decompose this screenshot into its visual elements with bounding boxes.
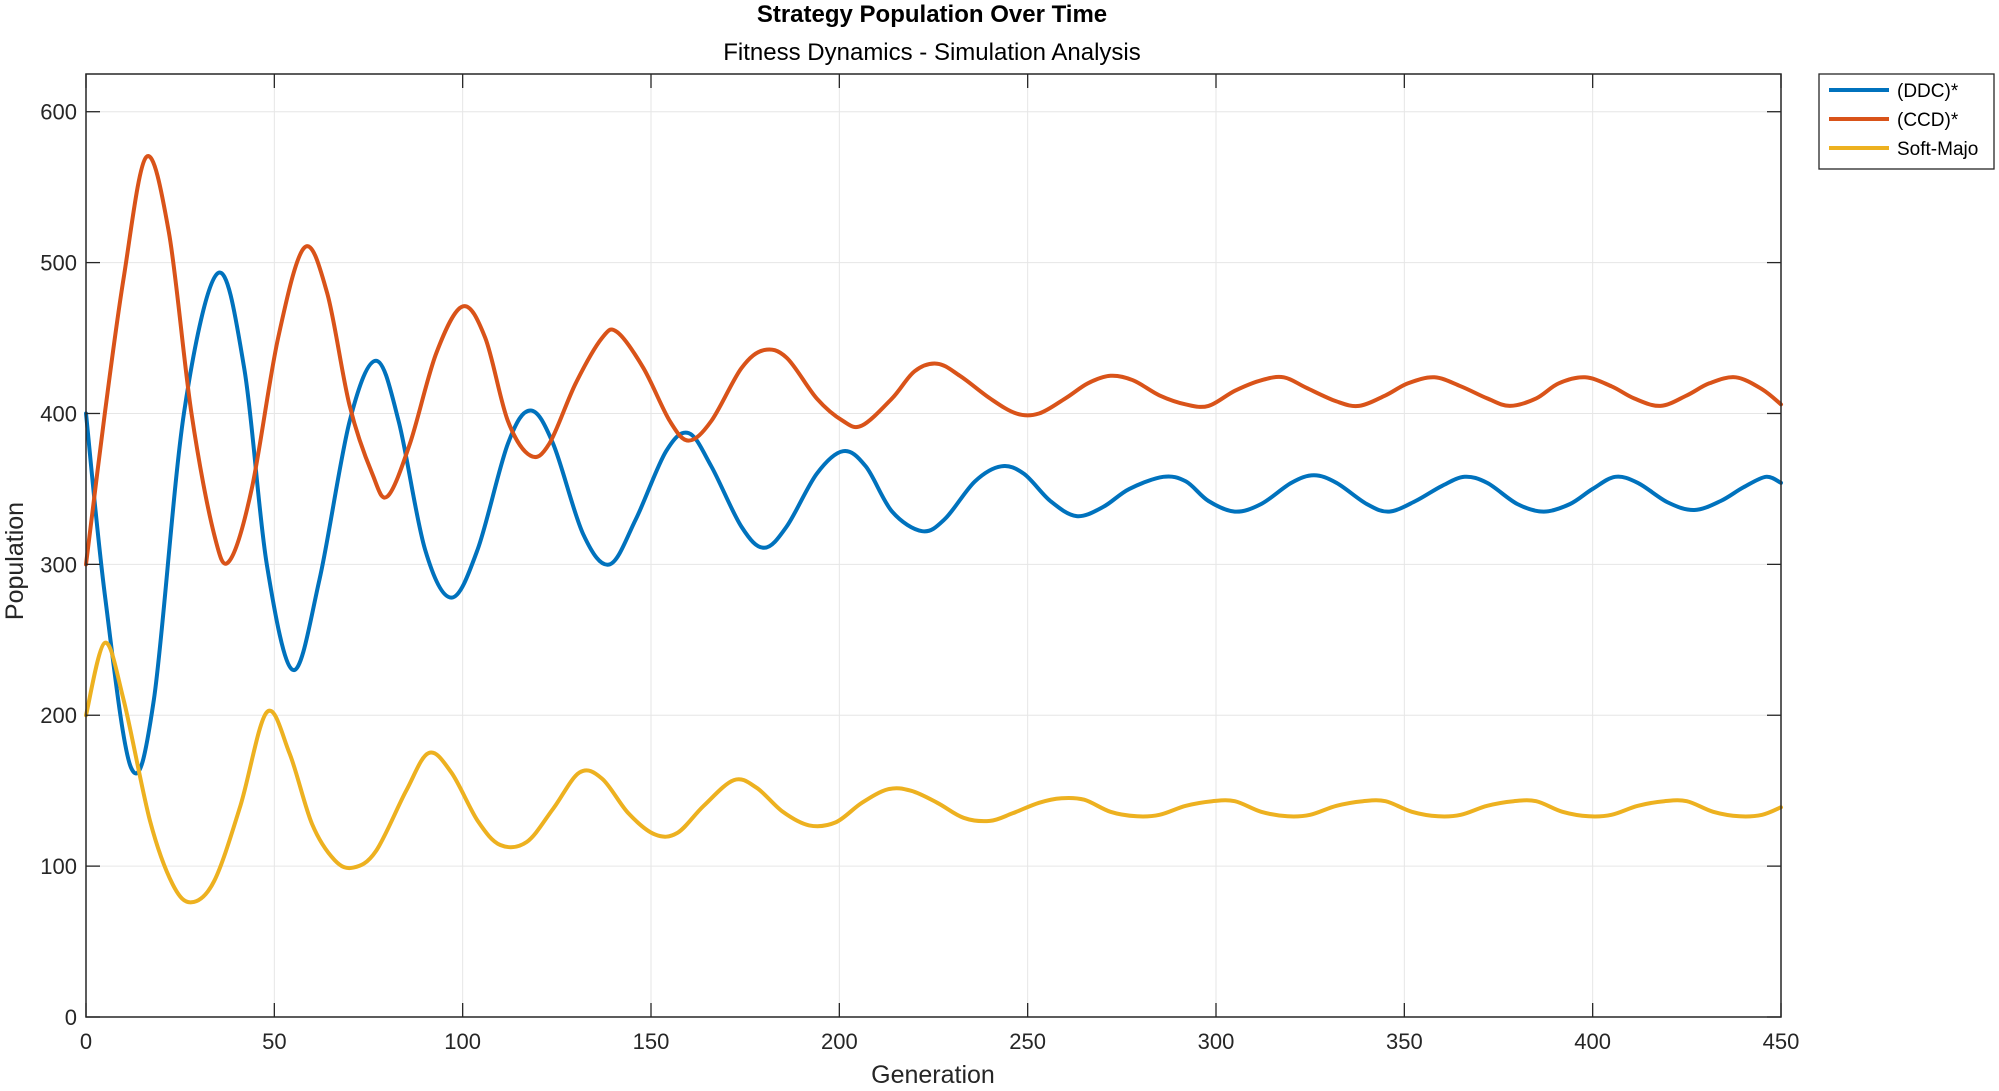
x-tick-label: 400 — [1574, 1029, 1611, 1054]
chart-title: Strategy Population Over Time — [757, 1, 1107, 28]
x-tick-label: 150 — [633, 1029, 670, 1054]
x-axis-label: Generation — [871, 1061, 995, 1089]
legend-label-2: (CCD)* — [1897, 110, 1959, 131]
x-tick-label: 200 — [821, 1029, 858, 1054]
x-tick-label: 300 — [1198, 1029, 1235, 1054]
legend: (DDC)* (CCD)* Soft-Majo — [1818, 73, 1995, 170]
y-tick-label: 100 — [40, 854, 77, 879]
x-tick-label: 250 — [1009, 1029, 1046, 1054]
x-tick-label: 50 — [262, 1029, 286, 1054]
y-axis-label: Population — [1, 502, 29, 620]
series-line-1 — [84, 270, 1783, 776]
series-line-3 — [84, 640, 1783, 905]
x-tick-label: 350 — [1386, 1029, 1423, 1054]
chart-subtitle: Fitness Dynamics - Simulation Analysis — [723, 39, 1140, 66]
axes-box — [85, 73, 1782, 1018]
y-tick-label: 0 — [65, 1005, 77, 1030]
x-tick-label: 450 — [1763, 1029, 1800, 1054]
y-tick-label: 600 — [40, 100, 77, 125]
x-tick-label: 100 — [444, 1029, 481, 1054]
y-tick-label: 300 — [40, 552, 77, 577]
plot-background — [86, 74, 1781, 1017]
x-tick-label: 0 — [80, 1029, 92, 1054]
legend-label-1: (DDC)* — [1897, 81, 1959, 102]
series-line-2 — [84, 154, 1783, 567]
y-tick-label: 500 — [40, 251, 77, 276]
y-tick-label: 200 — [40, 703, 77, 728]
plot-area: 0 50 100 150 200 250 300 350 400 450 0 100 200 300 400… — [40, 73, 1800, 1054]
legend-label-3: Soft-Majo — [1897, 139, 1978, 160]
y-tick-label: 400 — [40, 401, 77, 426]
